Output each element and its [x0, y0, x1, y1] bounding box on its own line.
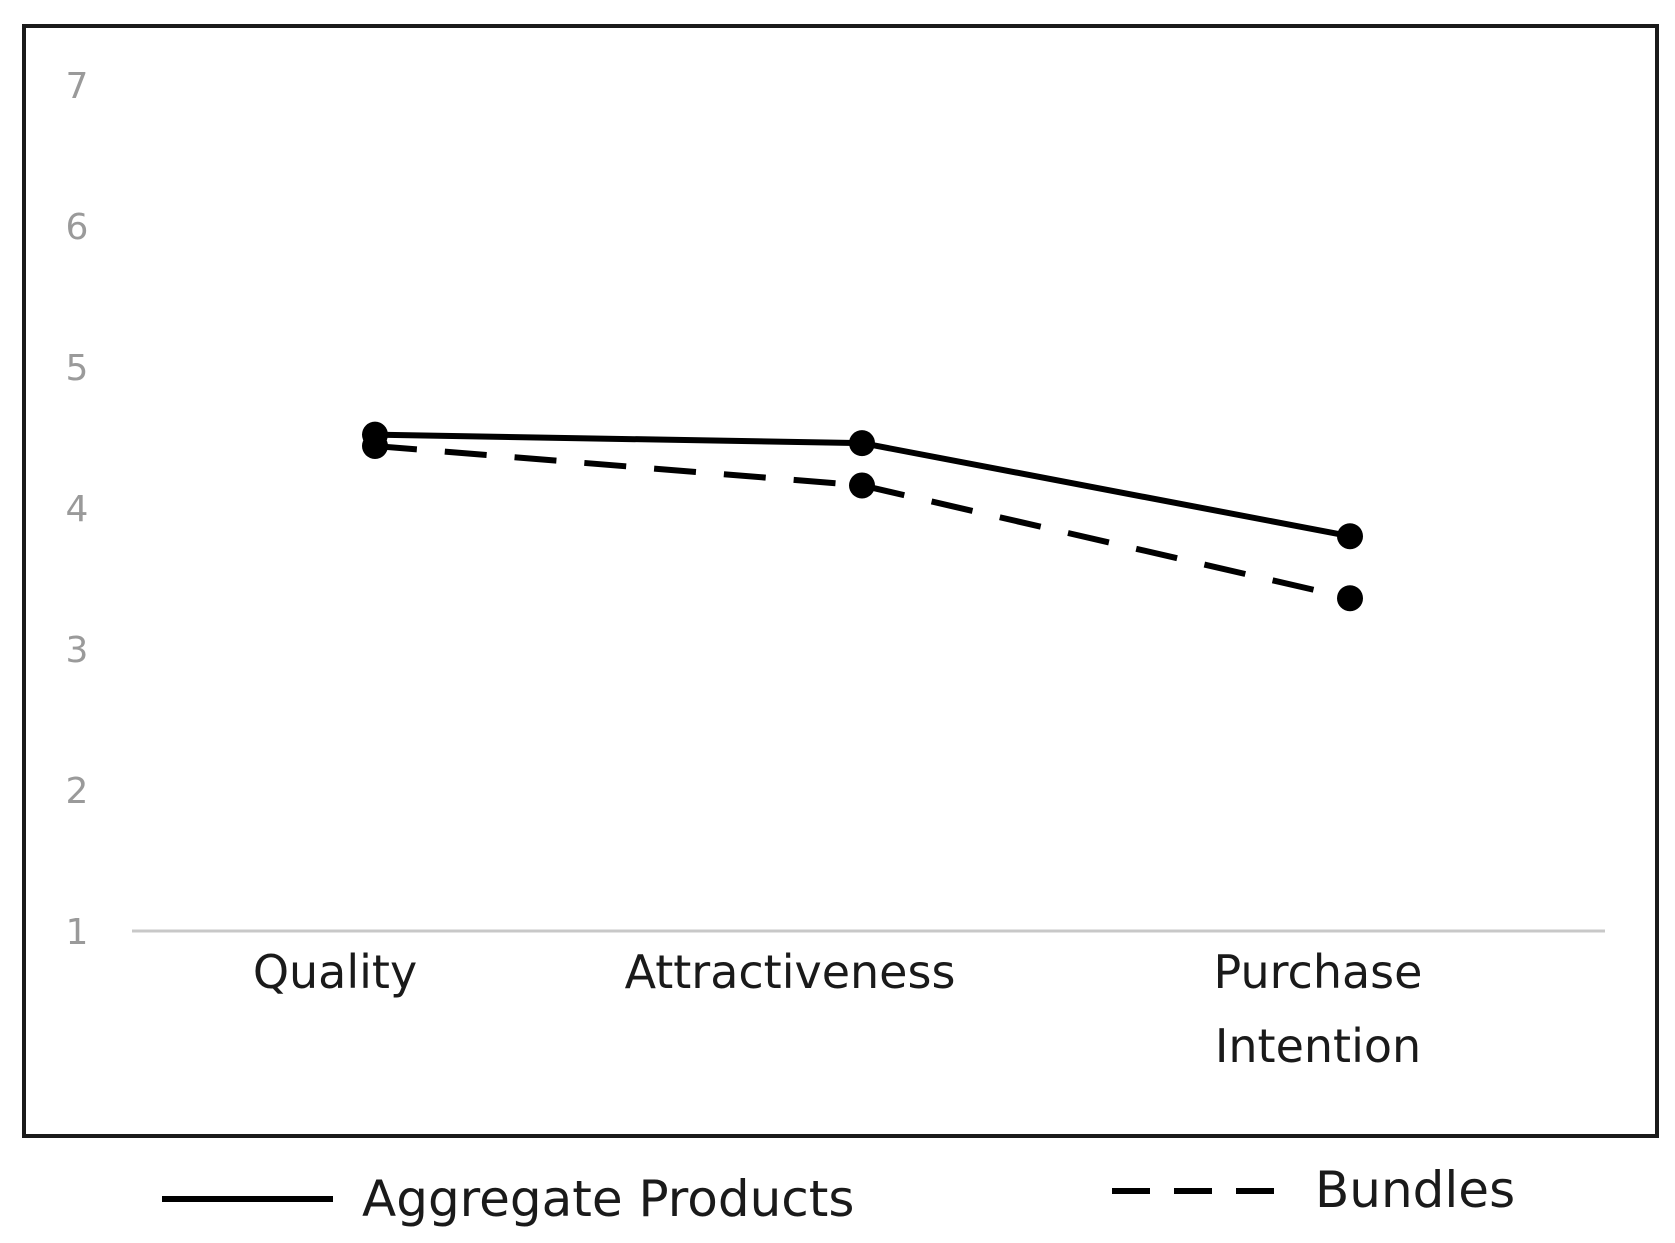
bundles-point: [849, 472, 875, 499]
category-label: Attractiveness: [625, 945, 956, 999]
y-tick-label: 4: [66, 489, 89, 530]
bundles-line: [374, 443, 1351, 602]
bundles-point: [362, 432, 388, 459]
chart-frame: [22, 24, 1659, 1138]
category-label: Quality: [253, 945, 417, 999]
bundles-legend-label: Bundles: [1315, 1161, 1515, 1219]
y-tick-label: 3: [66, 630, 89, 671]
category-label: Intention: [1215, 1019, 1421, 1073]
y-tick-label: 2: [66, 771, 89, 812]
y-tick-label: 6: [66, 207, 89, 248]
aggregate-products-point: [849, 430, 875, 457]
bundles-point: [1337, 585, 1363, 612]
series-points: [362, 421, 1363, 612]
y-tick-label: 7: [66, 66, 89, 107]
y-tick-label: 5: [66, 348, 89, 389]
aggregate-products-point: [1337, 523, 1363, 550]
category-label: Purchase: [1214, 945, 1423, 999]
aggregate-products-legend-label: Aggregate Products: [362, 1170, 854, 1228]
legend: Aggregate Products Bundles: [162, 1161, 1515, 1228]
y-tick-labels: 1 2 3 4 5 6 7: [66, 66, 89, 953]
category-labels: Quality Attractiveness Purchase Intention: [253, 945, 1423, 1073]
y-tick-label: 1: [66, 912, 89, 953]
